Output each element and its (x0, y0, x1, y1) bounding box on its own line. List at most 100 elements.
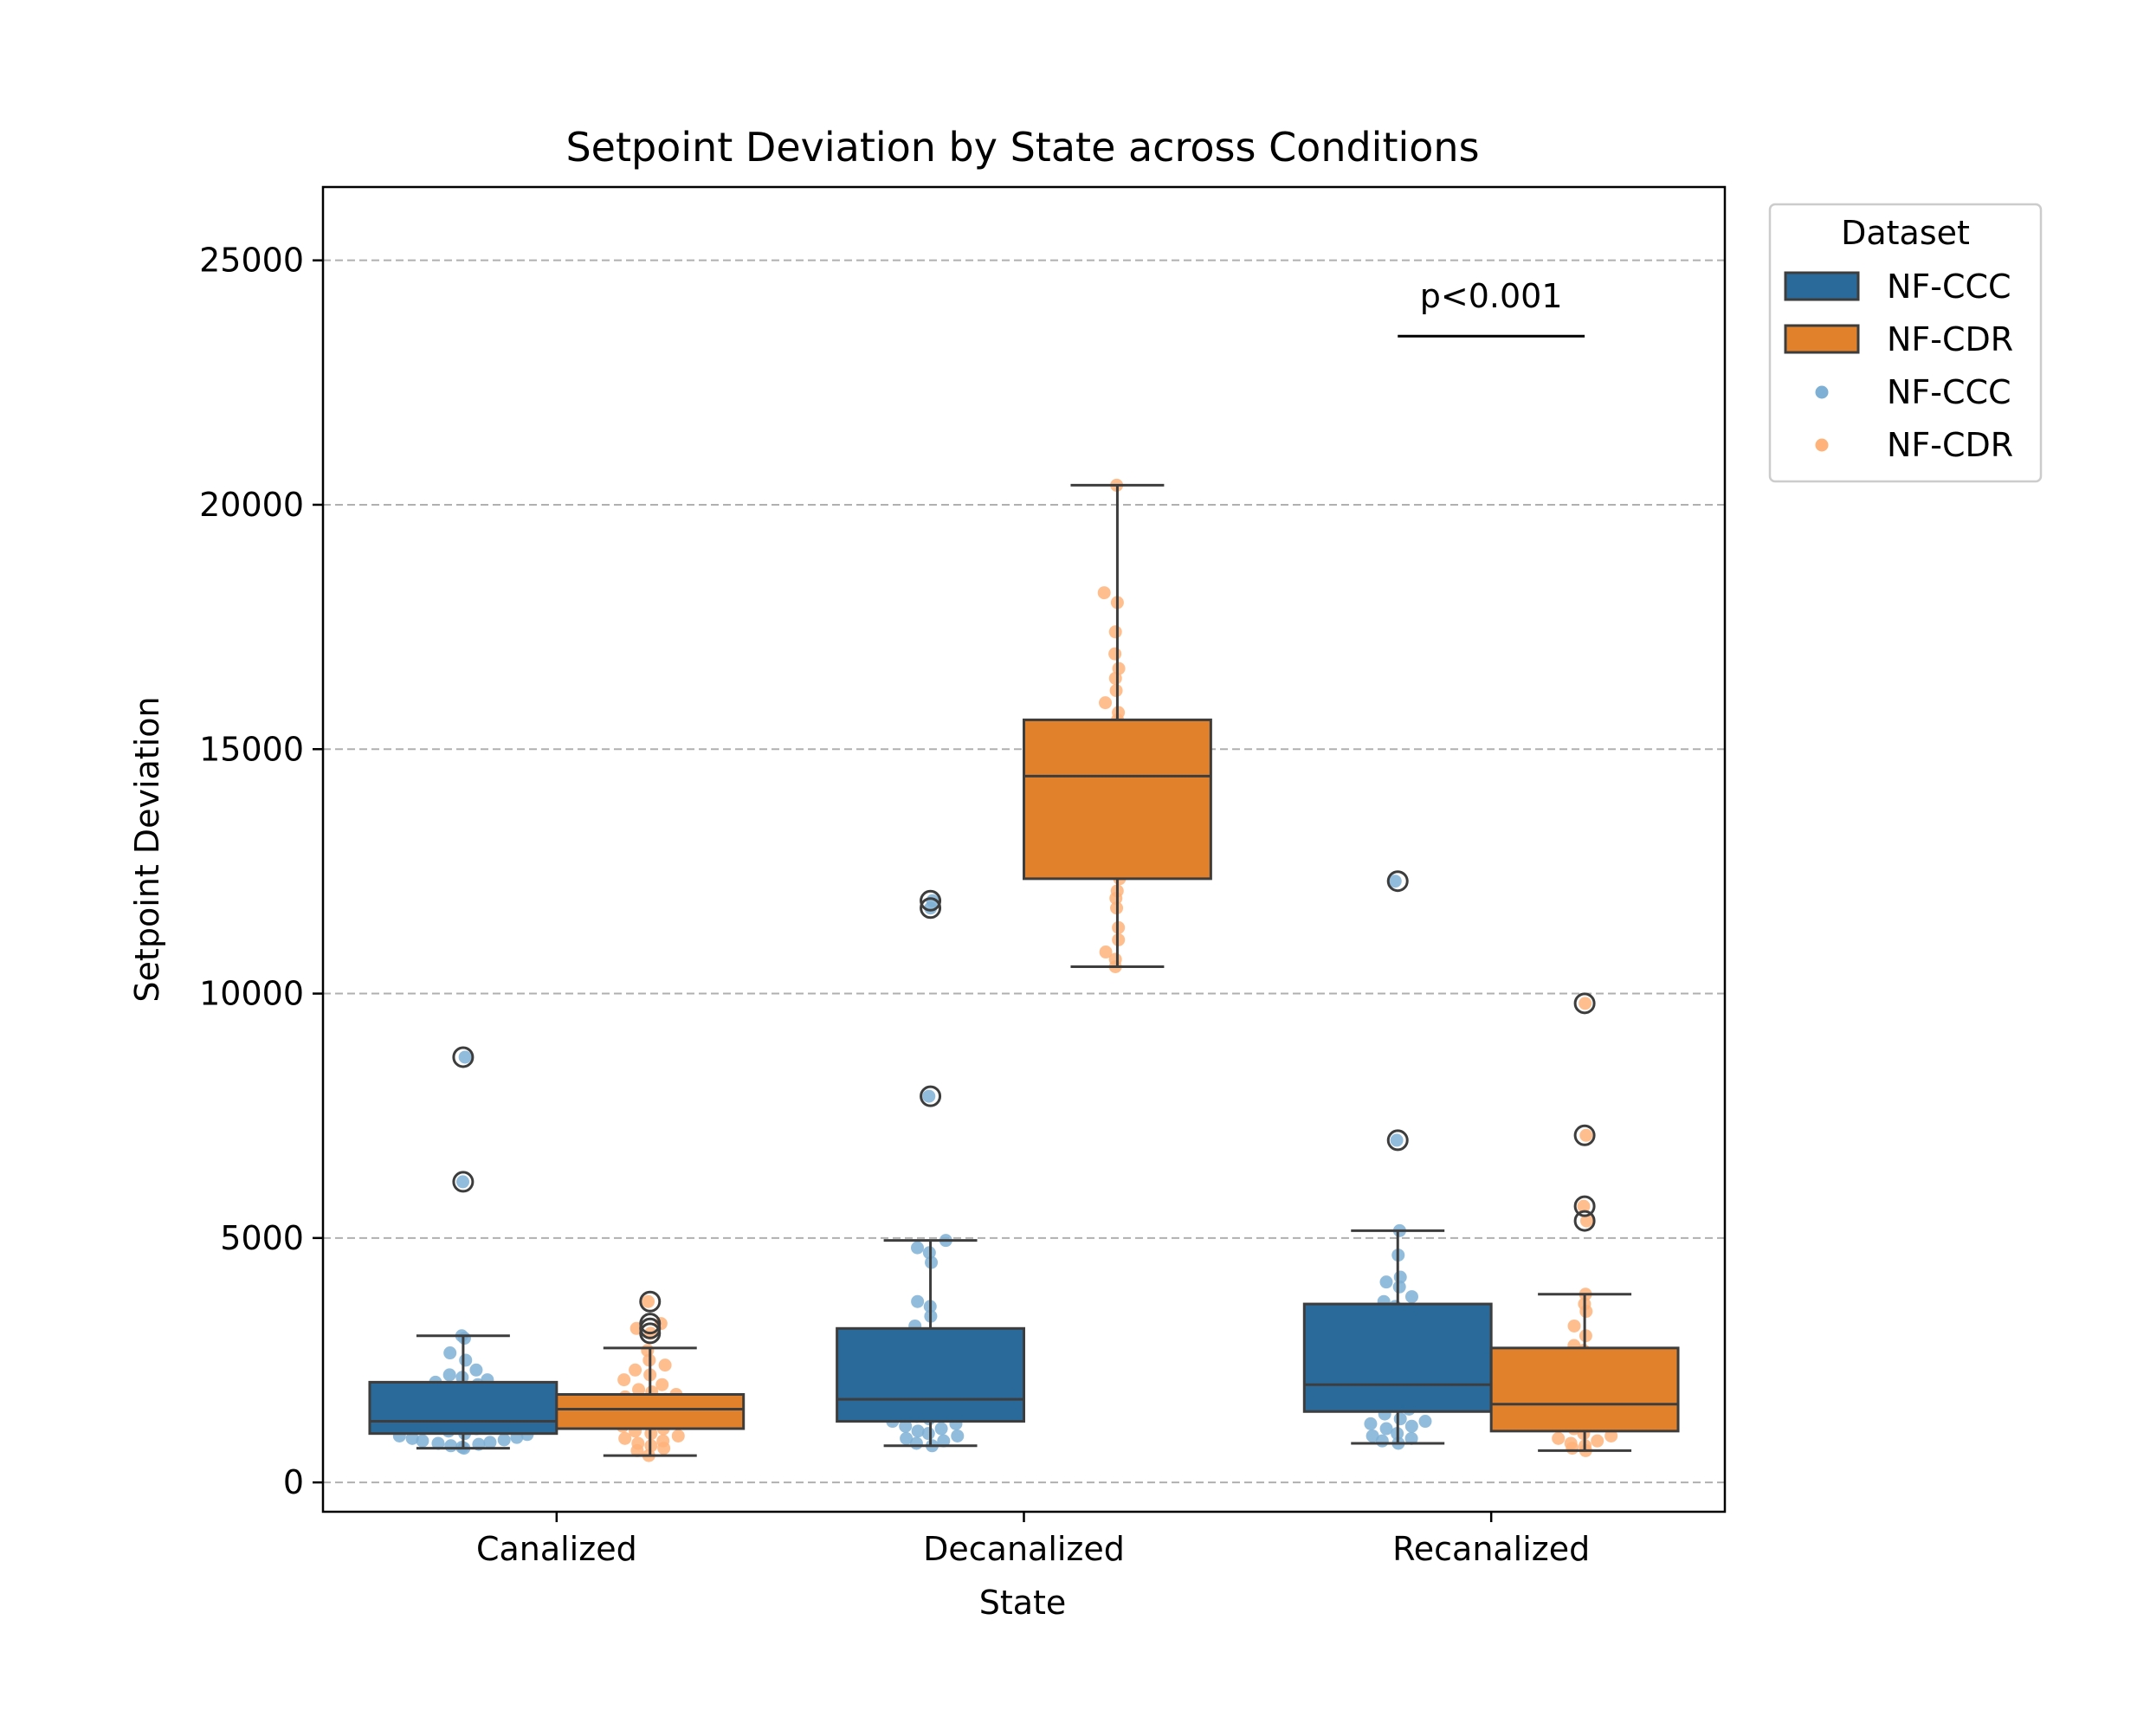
legend-label: NF-CCC (1887, 268, 2011, 306)
legend: Dataset NF-CCC NF-CDR NF-CCC NF-CDR (1768, 203, 2043, 483)
data-point (1388, 874, 1402, 888)
x-axis: Canalized Decanalized Recanalized (476, 1512, 1590, 1568)
outlier-marker (920, 889, 942, 912)
data-point (934, 1422, 948, 1436)
box-iqr (555, 1393, 746, 1430)
box-iqr (836, 1326, 1026, 1423)
data-point (617, 1373, 631, 1387)
data-point (1404, 1419, 1418, 1433)
data-point (416, 1434, 429, 1448)
data-point (1108, 671, 1122, 685)
data-point (641, 1344, 655, 1358)
data-point (456, 1175, 470, 1189)
box-iqr (1489, 1346, 1680, 1433)
outlier-marker (452, 1046, 475, 1068)
outlier-marker (639, 1313, 662, 1335)
legend-label: NF-CCC (1887, 373, 2011, 411)
gridlines (323, 259, 1725, 1484)
data-point (642, 1294, 655, 1308)
legend-swatch-box (1784, 324, 1860, 354)
chart-title: Setpoint Deviation by State across Condi… (565, 124, 1479, 171)
x-axis-title: State (979, 1584, 1067, 1622)
box-iqr (368, 1380, 558, 1436)
outlier-marker (920, 897, 942, 920)
data-point (1099, 945, 1113, 959)
data-point (1108, 625, 1122, 639)
significance-label: p<0.001 (1420, 277, 1563, 315)
outlier-marker (920, 1085, 942, 1107)
x-tick-label: Recanalized (1392, 1530, 1590, 1568)
y-tick-label: 25000 (199, 242, 304, 280)
data-point (431, 1436, 445, 1450)
data-point (1404, 1290, 1418, 1304)
outlier-marker (1573, 1195, 1596, 1217)
data-point (654, 1317, 668, 1331)
data-point (483, 1436, 497, 1449)
data-point (1390, 1133, 1404, 1147)
data-point (937, 1434, 951, 1448)
data-point (1567, 1319, 1581, 1333)
data-point (655, 1378, 669, 1391)
outlier-marker (452, 1171, 475, 1193)
outlier-marker (1386, 1129, 1409, 1152)
data-point (632, 1383, 646, 1397)
data-point (1579, 1214, 1593, 1228)
data-point (1404, 1431, 1418, 1445)
legend-label: NF-CDR (1887, 426, 2013, 464)
data-point (1108, 647, 1122, 661)
box-iqr (1023, 718, 1212, 881)
data-point (910, 1241, 924, 1255)
data-point (1099, 696, 1113, 710)
data-point (1379, 1275, 1393, 1289)
y-tick-label: 20000 (199, 486, 304, 524)
data-point (629, 1363, 642, 1377)
outlier-marker (1573, 992, 1596, 1015)
data-point (1112, 661, 1126, 675)
data-point (656, 1434, 670, 1448)
boxes (368, 483, 1680, 1457)
data-point (658, 1358, 672, 1372)
data-point (405, 1431, 419, 1445)
outlier-marker (1386, 870, 1409, 893)
legend-title: Dataset (1841, 214, 1970, 252)
legend-label: NF-CDR (1887, 320, 2013, 358)
data-point (442, 1368, 456, 1382)
box-iqr (1302, 1302, 1493, 1413)
y-axis-title: Setpoint Deviation (128, 696, 166, 1002)
data-point (469, 1363, 483, 1377)
data-point (1579, 1128, 1593, 1142)
data-point (1379, 1422, 1393, 1436)
data-point (458, 1050, 472, 1064)
data-point (1591, 1434, 1604, 1448)
data-point (1552, 1431, 1566, 1445)
data-point (618, 1431, 632, 1445)
data-point (1393, 1412, 1407, 1426)
data-point (1418, 1415, 1432, 1429)
y-tick-label: 10000 (199, 975, 304, 1013)
data-point (922, 1089, 936, 1103)
data-point (1097, 586, 1111, 600)
data-point (631, 1436, 645, 1450)
outlier-marker (1573, 1124, 1596, 1146)
data-point (497, 1433, 511, 1447)
outlier-marker (639, 1290, 662, 1313)
legend-swatch-point (1815, 438, 1829, 452)
y-tick-label: 0 (283, 1463, 304, 1501)
data-point (900, 1431, 914, 1445)
data-point (1564, 1436, 1578, 1450)
y-axis: 0 5000 10000 15000 20000 25000 (199, 242, 323, 1501)
data-point (1577, 1199, 1591, 1213)
y-tick-label: 5000 (220, 1219, 304, 1257)
data-point (899, 1419, 913, 1433)
data-point (1579, 997, 1592, 1010)
data-point (951, 1429, 965, 1442)
annotations: p<0.001 (1398, 277, 1585, 338)
x-tick-label: Decanalized (923, 1530, 1125, 1568)
data-point (911, 1294, 925, 1308)
data-point (911, 1424, 925, 1438)
data-point (1364, 1417, 1378, 1430)
data-point (671, 1429, 685, 1442)
data-point (459, 1353, 473, 1367)
data-point (1393, 1270, 1407, 1284)
